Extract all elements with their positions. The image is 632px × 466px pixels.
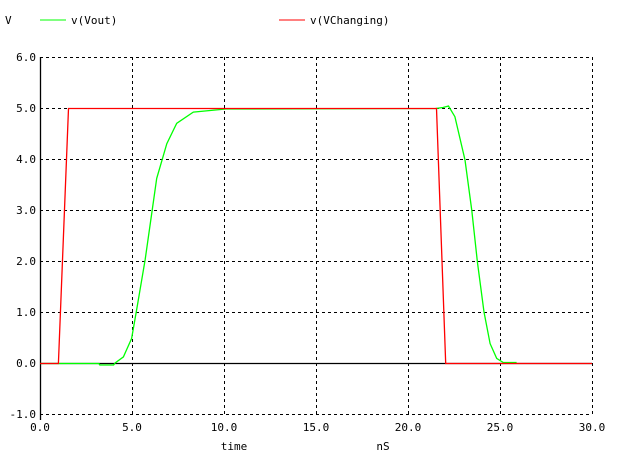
y-tick-label: 0.0 [16,357,36,370]
y-tick-label: 4.0 [16,153,36,166]
legend-label-vchanging: v(VChanging) [310,14,389,27]
legend: v(Vout) v(VChanging) [40,14,389,27]
x-tick-label: 15.0 [303,421,330,434]
y-tick-label: -1.0 [10,408,37,421]
x-axis-unit: nS [376,440,389,453]
x-tick-label: 10.0 [211,421,238,434]
y-axis-label: V [5,14,12,27]
x-tick-label: 0.0 [30,421,50,434]
series-line-vchanging [40,107,592,365]
x-axis-label: time [221,440,248,453]
x-tick-label: 30.0 [579,421,606,434]
series-group [40,105,592,366]
y-tick-label: 3.0 [16,204,36,217]
x-tick-label: 25.0 [487,421,514,434]
y-tick-label: 2.0 [16,255,36,268]
x-tick-label: 5.0 [122,421,142,434]
y-tick-label: 1.0 [16,306,36,319]
y-tick-label: 6.0 [16,51,36,64]
legend-label-vout: v(Vout) [71,14,117,27]
grid [40,57,593,415]
y-tick-label: 5.0 [16,102,36,115]
x-tick-label: 20.0 [395,421,422,434]
tick-labels: 0.0 5.0 10.0 15.0 20.0 25.0 30.0 6.0 5.0 4.0 3.0 2.… [10,51,606,434]
series-line-vout [40,105,517,366]
